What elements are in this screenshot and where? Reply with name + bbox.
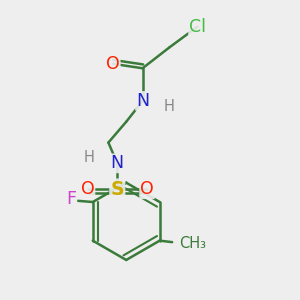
- Text: O: O: [140, 180, 154, 198]
- Text: N: N: [111, 154, 124, 172]
- Text: Cl: Cl: [189, 18, 206, 36]
- Text: O: O: [106, 55, 120, 73]
- Text: O: O: [81, 180, 94, 198]
- Text: H: H: [164, 99, 175, 114]
- Text: S: S: [111, 180, 124, 199]
- Text: N: N: [136, 92, 149, 110]
- Text: F: F: [66, 190, 76, 208]
- Text: H: H: [84, 150, 94, 165]
- Text: CH₃: CH₃: [179, 236, 206, 251]
